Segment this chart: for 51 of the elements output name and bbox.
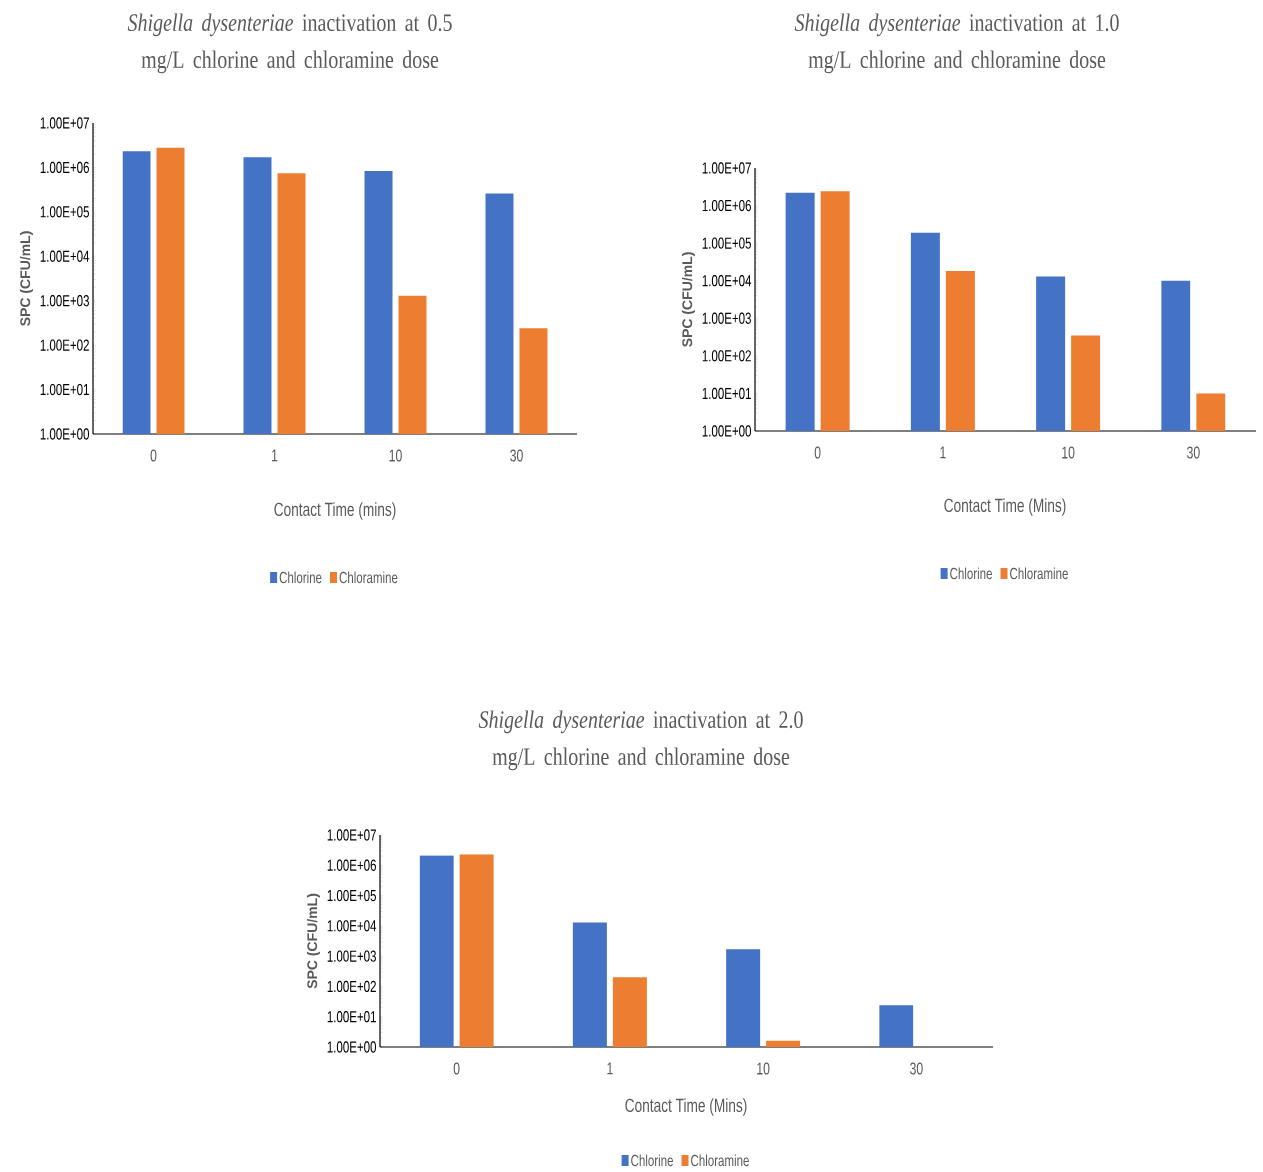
x-tick-label: 10	[1062, 446, 1075, 459]
y-tick-label: 1.00E+02	[40, 339, 89, 351]
y-tick-label: 1.00E+03	[327, 950, 376, 962]
y-tick-label: 1.00E+00	[40, 428, 90, 440]
x-tick-label: 1	[272, 449, 278, 462]
x-tick-label: 1	[940, 446, 946, 459]
y-axis-title: SPC (CFU/mL)	[306, 893, 320, 989]
y-tick-label: 1.00E+00	[327, 1041, 377, 1053]
y-tick-label: 1.00E+04	[40, 250, 90, 262]
y-tick-label: 1.00E+06	[327, 859, 376, 871]
y-tick-label: 1.00E+05	[40, 206, 89, 218]
legend-label: Chlorine	[631, 1154, 673, 1167]
chart-title: Shigella dysenteriae inactivation at 0.5 mg/L chlorine and chloramine dose	[127, 13, 452, 74]
legend-label: Chloramine	[339, 571, 398, 584]
legend-label: Chlorine	[279, 571, 322, 584]
x-tick-label: 30	[1187, 446, 1200, 459]
y-tick-label: 1.00E+03	[702, 312, 751, 324]
y-tick-label: 1.00E+03	[40, 295, 89, 307]
y-tick-label: 1.00E+05	[702, 237, 751, 249]
x-axis-title: Contact Time (mins)	[274, 502, 396, 520]
y-tick-label: 1.00E+01	[40, 383, 89, 396]
legend-label: Chloramine	[1010, 567, 1068, 580]
y-tick-label: 1.00E+06	[40, 161, 89, 174]
y-tick-label: 1.00E+05	[327, 889, 376, 902]
x-axis-title: Contact Time (Mins)	[944, 498, 1066, 516]
x-tick-label: 0	[814, 446, 821, 459]
x-tick-label: 10	[389, 449, 402, 462]
y-tick-label: 1.00E+02	[702, 350, 751, 362]
chart-title: Shigella dysenteriae inactivation at 2.0 mg/L chlorine and chloramine dose	[478, 710, 803, 771]
x-tick-label: 10	[757, 1062, 770, 1075]
y-tick-label: 1.00E+00	[702, 425, 752, 437]
y-tick-label: 1.00E+02	[327, 980, 376, 993]
y-axis-title: SPC (CFU/mL)	[681, 252, 695, 347]
y-tick-label: 1.00E+01	[327, 1011, 376, 1023]
legend-label: Chlorine	[950, 567, 992, 580]
x-tick-label: 0	[150, 449, 157, 462]
x-axis-title: Contact Time (Mins)	[625, 1098, 747, 1116]
y-tick-label: 1.00E+04	[702, 275, 752, 287]
x-tick-label: 0	[453, 1062, 460, 1075]
chart-title: Shigella dysenteriae inactivation at 1.0 mg/L chlorine and chloramine dose	[794, 13, 1119, 74]
x-tick-label: 30	[910, 1062, 923, 1075]
x-tick-label: 1	[607, 1062, 613, 1075]
legend-label: Chloramine	[691, 1154, 749, 1167]
y-tick-label: 1.00E+07	[40, 117, 89, 129]
y-tick-label: 1.00E+01	[702, 387, 751, 400]
x-tick-label: 30	[510, 449, 523, 462]
y-tick-label: 1.00E+07	[327, 829, 376, 841]
y-tick-label: 1.00E+06	[702, 199, 751, 212]
y-tick-label: 1.00E+07	[702, 162, 751, 174]
y-tick-label: 1.00E+04	[327, 920, 377, 932]
y-axis-title: SPC (CFU/mL)	[19, 231, 33, 326]
